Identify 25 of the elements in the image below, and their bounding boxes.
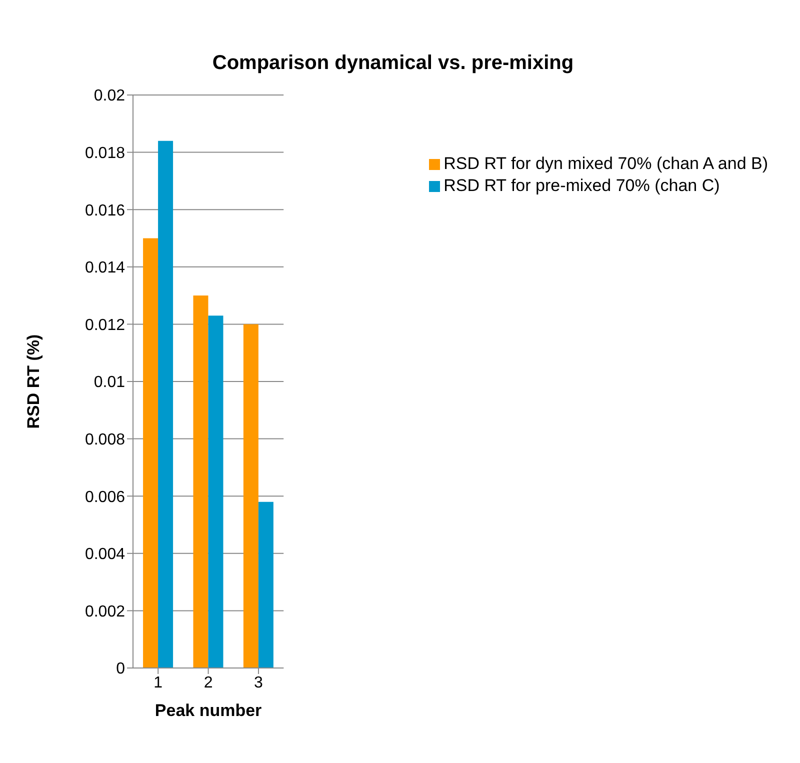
y-axis-title: RSD RT (%)	[24, 334, 44, 429]
y-tick-label: 0.014	[84, 260, 126, 277]
y-tick-label: 0	[116, 660, 126, 678]
x-axis-title: Peak number	[154, 701, 262, 720]
text: Comparison dynamical vs. pre-mixing	[211, 52, 575, 75]
y-tick-label: 0.012	[84, 316, 126, 334]
bar	[143, 238, 158, 668]
x-tick-label: 1	[154, 674, 163, 692]
x-tick-label: 3	[254, 674, 264, 692]
legend-label: RSD RT for dyn mixed 70% (chan A and B)	[444, 154, 768, 173]
y-tick-label: 0.018	[84, 144, 126, 162]
y-tick-label: 0.004	[84, 546, 126, 564]
bar	[208, 316, 224, 668]
y-tick-label: 0.016	[84, 202, 126, 220]
y-tick-label: 0.002	[84, 603, 126, 620]
bar	[243, 324, 258, 668]
y-tick-label: 0.02	[94, 88, 126, 105]
legend-label: RSD RT for pre-mixed 70% (chan C)	[444, 176, 720, 195]
bar	[193, 296, 208, 668]
y-tick-label: 0.01	[94, 374, 126, 392]
x-tick-label: 2	[204, 674, 213, 692]
bar	[158, 140, 174, 668]
y-tick-label: 0.006	[84, 488, 126, 506]
y-tick-label: 0.008	[84, 431, 126, 448]
bar	[258, 502, 274, 668]
